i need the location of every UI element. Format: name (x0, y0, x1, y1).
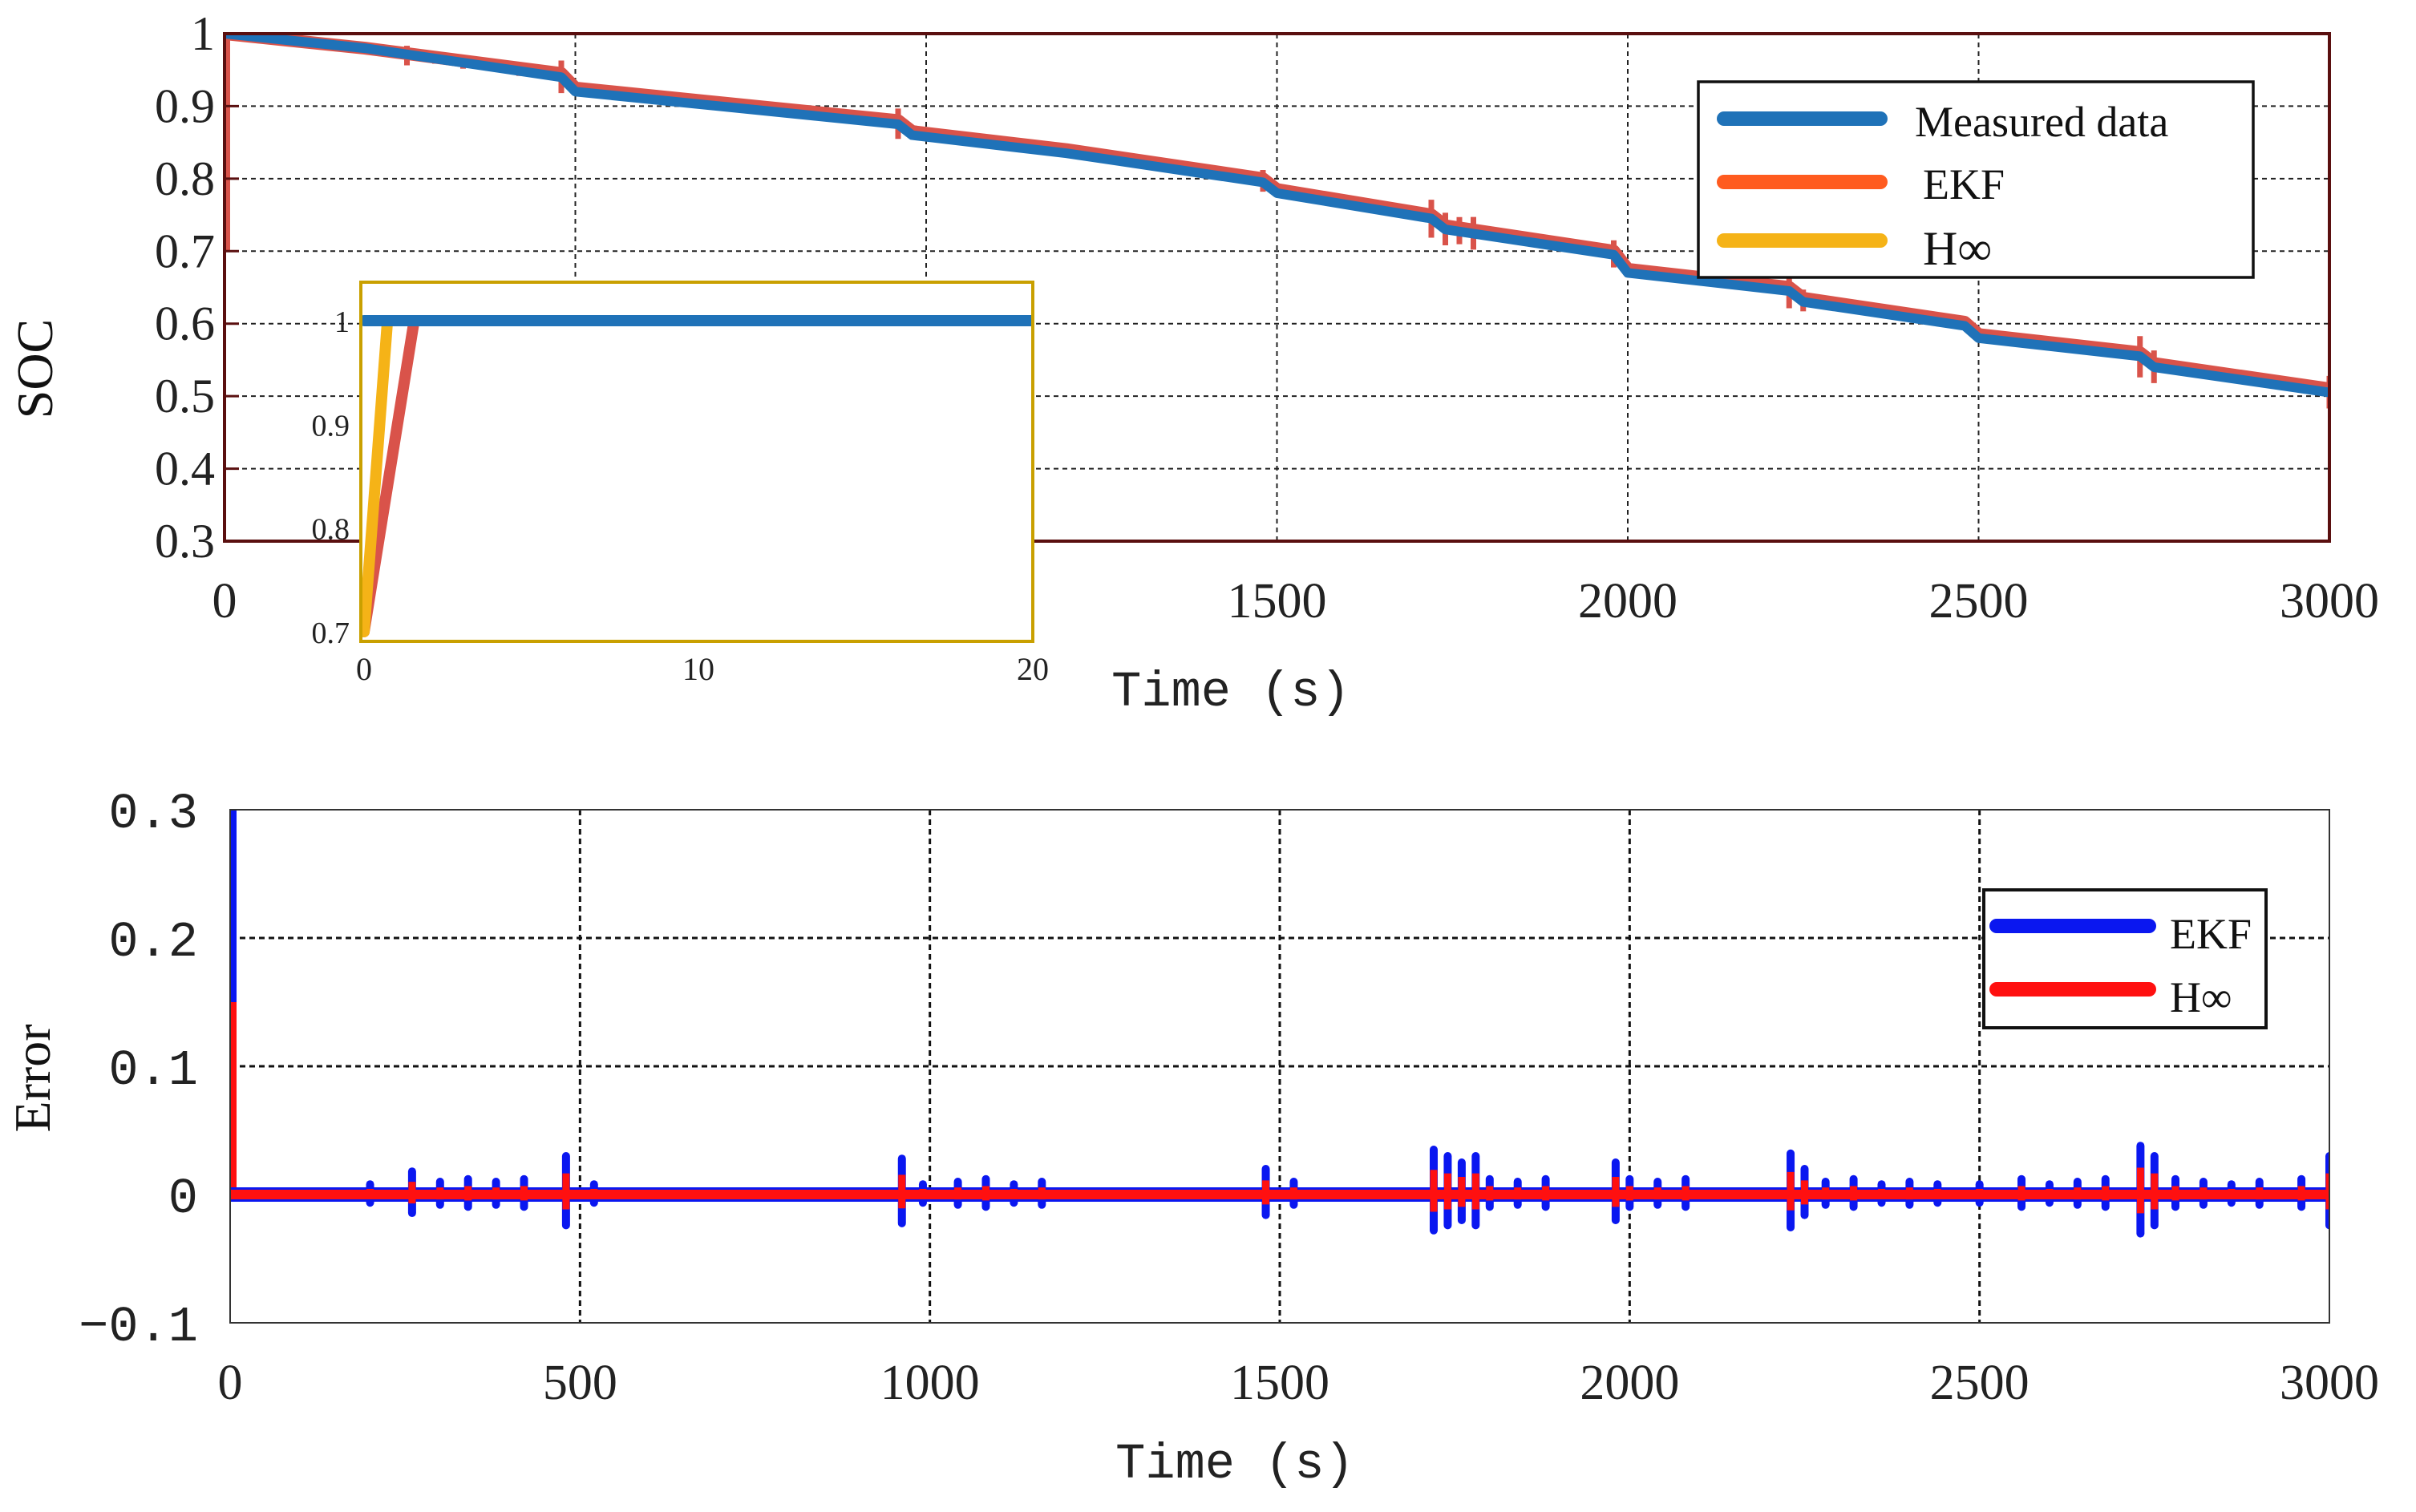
inset-y-tick-label: 0.8 (312, 513, 350, 547)
soc-y-tick-label: 0.9 (155, 79, 215, 132)
soc-inset: 0.7 0.8 0.9 1 0 10 20 (312, 281, 1049, 687)
soc-x-tick-label: 0 (212, 574, 237, 629)
error-y-tick-label: 0.3 (108, 786, 198, 843)
soc-grid (225, 34, 2329, 541)
inset-x-tick-label: 0 (356, 651, 372, 687)
soc-y-tick-label: 0.3 (155, 515, 215, 568)
error-y-tick-label: 0.2 (108, 914, 198, 971)
error-chart: −0.100.10.20.3 0 500 1000 1500 2000 2500 3000 … (4, 786, 2379, 1493)
error-x-tick-label: 0 (218, 1356, 243, 1410)
soc-y-ticks: 0.3 0.4 0.5 0.6 0.7 0.8 0.9 1 (155, 7, 239, 568)
soc-legend-label-ekf: EKF (1923, 160, 2005, 208)
soc-series (225, 34, 2329, 409)
error-series (230, 810, 2329, 1238)
error-legend-label-hinf: H∞ (2170, 973, 2232, 1021)
soc-y-tick-label: 0.7 (155, 224, 215, 277)
error-x-tick-label: 500 (543, 1356, 617, 1410)
error-x-tick-label: 1500 (1230, 1356, 1329, 1410)
soc-legend: Measured data EKF H∞ (1697, 80, 2255, 279)
error-legend: EKF H∞ (1982, 888, 2268, 1029)
error-legend-box (1982, 888, 2268, 1029)
inset-plot-frame (359, 281, 1034, 643)
soc-legend-label-hinf: H∞ (1923, 222, 1992, 275)
error-y-axis-label: Error (4, 1024, 61, 1132)
inset-y-tick-label: 1 (334, 305, 350, 339)
soc-x-axis-label: Time (s) (1111, 664, 1350, 721)
error-x-tick-label: 1000 (880, 1356, 980, 1410)
error-legend-label-ekf: EKF (2170, 910, 2252, 958)
inset-y-tick-label: 0.9 (312, 409, 350, 443)
error-y-tick-label: 0.1 (108, 1042, 198, 1099)
error-x-tick-label: 2500 (1930, 1356, 2030, 1410)
inset-plot-area (359, 281, 1034, 643)
soc-y-tick-label: 0.4 (155, 443, 215, 495)
inset-x-tick-label: 10 (682, 651, 714, 687)
error-x-tick-label: 3000 (2280, 1356, 2379, 1410)
soc-chart: 0.30.40.50.60.70.80.91 05001000150020002… (6, 7, 2379, 721)
soc-x-tick-label: 2000 (1578, 574, 1677, 629)
inset-x-tick-label: 20 (1017, 651, 1049, 687)
soc-y-tick-label: 0.8 (155, 152, 215, 205)
error-y-tick-label: −0.1 (79, 1299, 198, 1356)
inset-x-ticks: 0 10 20 (356, 651, 1049, 687)
inset-y-ticks: 0.7 0.8 0.9 1 (312, 305, 350, 650)
error-y-tick-label: 0 (168, 1170, 198, 1227)
soc-y-tick-label: 1 (191, 7, 215, 60)
error-y-ticks: −0.1 0 0.1 0.2 0.3 (79, 786, 198, 1356)
error-plot-frame (229, 809, 2330, 1324)
error-x-axis-label: Time (s) (1115, 1436, 1354, 1493)
soc-series-measured-line (225, 34, 2329, 398)
soc-x-tick-label: 2500 (1929, 574, 2029, 629)
error-x-ticks: 0 500 1000 1500 2000 2500 3000 (218, 1356, 2380, 1410)
soc-plot-frame (223, 32, 2331, 543)
soc-y-tick-label: 0.5 (155, 370, 215, 422)
soc-y-axis-label: SOC (6, 319, 63, 419)
error-x-tick-label: 2000 (1580, 1356, 1679, 1410)
soc-legend-label-measured: Measured data (1915, 98, 2168, 146)
soc-y-tick-label: 0.6 (155, 297, 215, 350)
soc-x-tick-label: 3000 (2280, 574, 2379, 629)
inset-y-tick-label: 0.7 (312, 617, 350, 650)
inset-series (361, 315, 1033, 637)
soc-x-tick-label: 1500 (1228, 574, 1327, 629)
